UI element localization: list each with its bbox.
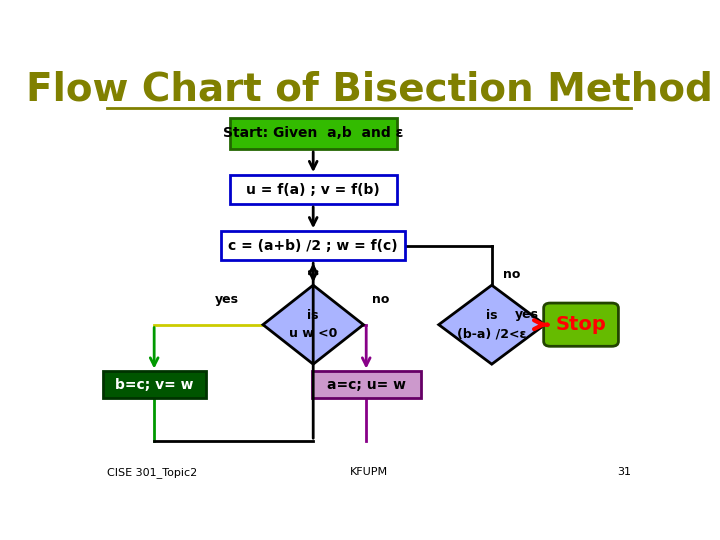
FancyBboxPatch shape	[230, 118, 397, 149]
Text: Stop: Stop	[556, 315, 606, 334]
FancyBboxPatch shape	[221, 231, 405, 260]
Text: 31: 31	[617, 467, 631, 477]
Text: u = f(a) ; v = f(b): u = f(a) ; v = f(b)	[246, 183, 380, 197]
FancyBboxPatch shape	[102, 372, 206, 399]
Text: Start: Given  a,b  and ε: Start: Given a,b and ε	[223, 126, 403, 140]
Text: c = (a+b) /2 ; w = f(c): c = (a+b) /2 ; w = f(c)	[228, 239, 398, 253]
Text: KFUPM: KFUPM	[350, 467, 388, 477]
Text: is
u w <0: is u w <0	[289, 309, 338, 340]
Text: CISE 301_Topic2: CISE 301_Topic2	[107, 467, 197, 478]
Text: b=c; v= w: b=c; v= w	[115, 378, 194, 392]
FancyBboxPatch shape	[544, 303, 618, 346]
Text: no: no	[372, 293, 390, 306]
Text: Flow Chart of Bisection Method: Flow Chart of Bisection Method	[26, 71, 712, 109]
FancyBboxPatch shape	[230, 175, 397, 204]
Text: a=c; u= w: a=c; u= w	[327, 378, 405, 392]
Text: yes: yes	[516, 308, 539, 321]
Text: is
(b-a) /2<ε: is (b-a) /2<ε	[457, 309, 526, 340]
Polygon shape	[263, 285, 364, 364]
FancyBboxPatch shape	[312, 372, 420, 399]
Polygon shape	[438, 285, 545, 364]
Text: no: no	[503, 268, 521, 281]
Text: yes: yes	[215, 293, 239, 306]
